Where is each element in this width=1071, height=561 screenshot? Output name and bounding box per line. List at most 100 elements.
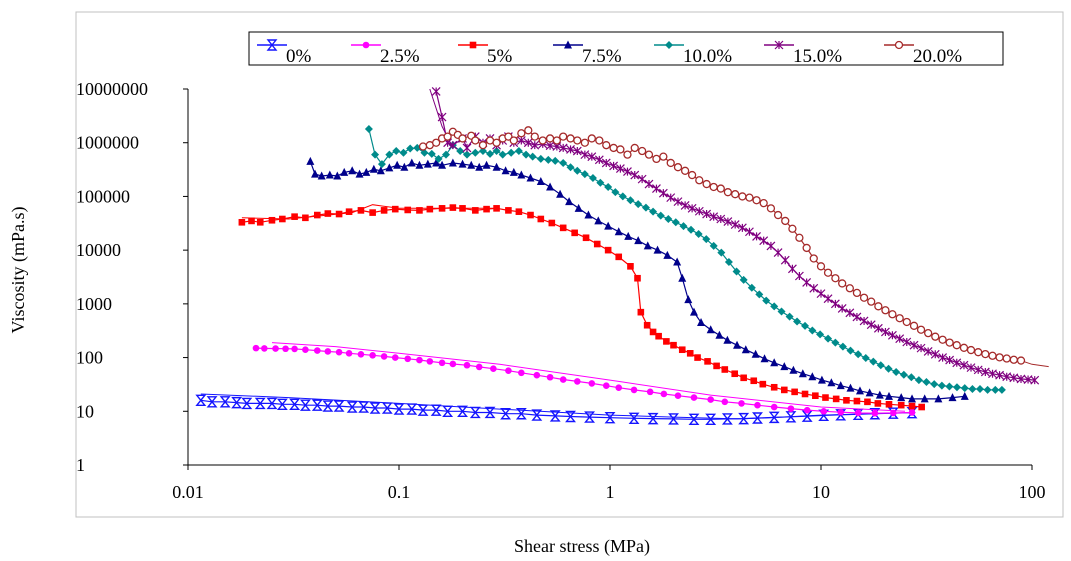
series-10-0-point <box>427 149 436 158</box>
legend-item-5-swatch-marker <box>469 41 477 49</box>
series-20-0-point <box>981 349 990 359</box>
series-0-point <box>289 398 301 410</box>
legend: 0% 2.5% 5% 7.5% 10.0% 15.0% 20.0% <box>248 31 1004 67</box>
series-2-5-point <box>252 344 260 352</box>
series-20-0-point <box>1009 355 1018 364</box>
series-10-0-point <box>420 148 429 157</box>
series-10-0-point <box>596 178 605 187</box>
series-20-0-point <box>831 274 840 283</box>
series-10-0-point <box>694 229 703 238</box>
series-5-point <box>483 205 490 213</box>
series-5-point <box>713 362 720 370</box>
series-15-0-point <box>973 365 983 375</box>
series-5-point <box>634 274 641 282</box>
series-5-point <box>843 397 850 404</box>
series-20-0-point <box>909 321 919 330</box>
series-15-0-point <box>823 294 833 304</box>
series-10-0-point <box>626 196 635 205</box>
legend-item-10-0-label: 10.0% <box>683 46 732 67</box>
series-0-point <box>358 401 370 413</box>
series-7-5-point <box>846 383 855 392</box>
series-20-0-point <box>852 288 862 298</box>
series-10-0-point <box>831 338 840 347</box>
series-2-5-point <box>770 403 778 411</box>
series-7-5-point <box>624 231 633 240</box>
series-2-5-point <box>574 378 581 385</box>
series-7-5-point <box>536 176 545 185</box>
series-20-0-point <box>666 158 675 168</box>
legend-item-0: 0% <box>257 39 312 67</box>
series-2-5-point <box>854 409 862 417</box>
series-0-point <box>442 405 454 417</box>
series-10-0-point <box>471 148 480 157</box>
series-15-0-point <box>1009 373 1019 383</box>
series-5-point <box>302 214 309 222</box>
series-10-0-point <box>960 384 969 393</box>
series-7-5-point <box>678 273 687 282</box>
series-10-0-point <box>945 382 954 391</box>
series-2-5-point <box>820 407 828 415</box>
series-0-point <box>381 402 393 414</box>
series-2-5-point <box>871 409 879 417</box>
series-7-5-point <box>393 160 402 169</box>
series-10-0-point <box>861 354 870 363</box>
series-10-0-point <box>492 147 501 156</box>
series-15-0-point <box>773 248 783 258</box>
series-7-5-point <box>348 166 357 175</box>
series-10-0-point <box>573 166 582 175</box>
series-20-0-point <box>795 233 804 242</box>
series-5-point <box>345 208 353 215</box>
x-axis-title: Shear stress (MPa) <box>514 536 650 557</box>
series-5-point <box>256 218 264 226</box>
series-5-point <box>426 205 434 213</box>
series-15-0-point <box>802 278 812 287</box>
series-7-5-point <box>526 173 535 182</box>
series-7-5-point <box>789 365 798 374</box>
series-10-0-point <box>899 370 908 379</box>
series-15-0-point <box>523 138 533 148</box>
series-7-5-point <box>920 394 929 403</box>
series-2-5-point <box>707 396 714 403</box>
series-20-0-point <box>687 170 697 180</box>
series-2-5-point <box>518 369 525 377</box>
series-5-point <box>335 210 343 218</box>
series-15-0-point <box>530 140 540 150</box>
series-10-0-point <box>559 158 568 167</box>
series-5-point <box>750 377 758 385</box>
series-7-5-point <box>594 216 603 225</box>
series-7-5-point <box>355 169 364 178</box>
legend-item-10-0-swatch-marker <box>665 41 673 49</box>
series-0-point <box>531 409 543 421</box>
series-15-0-point <box>431 87 441 96</box>
series-0-point <box>406 403 418 415</box>
series-0-point <box>721 413 733 425</box>
series-10-0-point <box>854 350 863 359</box>
series-10-0-point <box>816 330 825 339</box>
series-7-5-point <box>517 170 526 179</box>
series-5-point <box>663 338 670 345</box>
series-10-0-point <box>846 346 855 355</box>
series-10-0-point <box>739 275 748 284</box>
series-0-point <box>457 405 468 417</box>
series-5-point <box>740 374 747 382</box>
series-0-point <box>647 412 659 425</box>
y-tick-label: 10000000 <box>76 79 148 99</box>
series-0-point <box>738 412 750 425</box>
series-0-point <box>584 411 596 423</box>
series-15-0-point <box>759 236 769 246</box>
series-20-0-point <box>709 182 718 192</box>
series-7-5-point <box>780 362 789 371</box>
series-20-0-point <box>559 132 568 141</box>
series-15-0-point <box>881 327 890 337</box>
legend-item-15-0-swatch-marker <box>774 40 784 50</box>
series-7-5-point <box>908 394 917 403</box>
series-15-0-point <box>794 271 804 281</box>
series-15-0-point <box>930 349 940 359</box>
series-10-0-point <box>611 188 620 197</box>
series-7-5-point <box>798 369 807 378</box>
series-10-0-point <box>785 312 794 321</box>
series-5-point <box>380 207 388 214</box>
series-20-0-point <box>630 143 639 153</box>
series-2-5-point <box>426 358 434 365</box>
series-2-5-point <box>674 392 682 400</box>
